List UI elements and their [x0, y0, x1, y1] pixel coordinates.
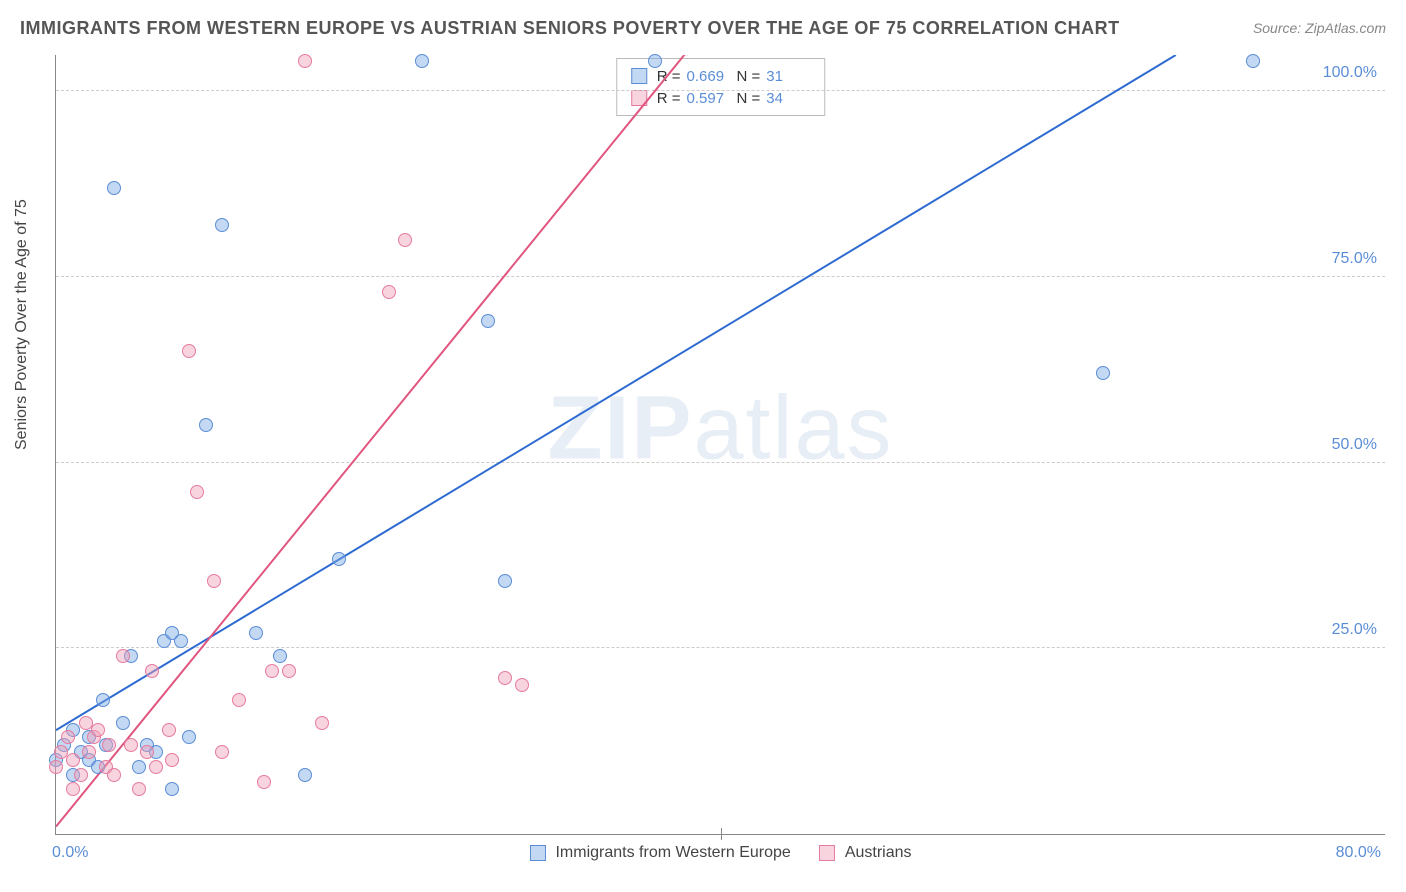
x-tick-max: 80.0%	[1336, 844, 1381, 862]
data-point	[215, 745, 229, 759]
r-value-blue: 0.669	[687, 68, 731, 85]
y-tick-label: 50.0%	[1332, 436, 1377, 454]
data-point	[481, 314, 495, 328]
gridline	[56, 462, 1385, 463]
n-value-pink: 34	[766, 90, 810, 107]
legend-label-blue: Immigrants from Western Europe	[555, 844, 790, 862]
y-tick-label: 25.0%	[1332, 621, 1377, 639]
x-tick-min: 0.0%	[52, 844, 88, 862]
data-point	[498, 574, 512, 588]
data-point	[116, 716, 130, 730]
data-point	[190, 485, 204, 499]
data-point	[232, 693, 246, 707]
data-point	[145, 664, 159, 678]
data-point	[61, 730, 75, 744]
swatch-pink-icon	[819, 845, 835, 861]
data-point	[96, 693, 110, 707]
data-point	[265, 664, 279, 678]
data-point	[102, 738, 116, 752]
swatch-blue-icon	[631, 68, 647, 84]
data-point	[49, 760, 63, 774]
data-point	[107, 181, 121, 195]
data-point	[165, 753, 179, 767]
r-value-pink: 0.597	[687, 90, 731, 107]
n-value-blue: 31	[766, 68, 810, 85]
data-point	[249, 626, 263, 640]
chart-container: IMMIGRANTS FROM WESTERN EUROPE VS AUSTRI…	[0, 0, 1406, 892]
data-point	[149, 760, 163, 774]
gridline	[56, 276, 1385, 277]
data-point	[315, 716, 329, 730]
swatch-pink-icon	[631, 90, 647, 106]
plot-area: ZIPatlas R = 0.669 N = 31 R = 0.597 N = …	[55, 55, 1385, 835]
data-point	[382, 285, 396, 299]
y-axis-label: Seniors Poverty Over the Age of 75	[13, 199, 31, 450]
data-point	[282, 664, 296, 678]
data-point	[74, 768, 88, 782]
legend-item-pink: Austrians	[819, 844, 912, 862]
data-point	[140, 745, 154, 759]
data-point	[298, 54, 312, 68]
data-point	[91, 723, 105, 737]
chart-title: IMMIGRANTS FROM WESTERN EUROPE VS AUSTRI…	[20, 18, 1120, 39]
data-point	[107, 768, 121, 782]
legend-correlation: R = 0.669 N = 31 R = 0.597 N = 34	[616, 58, 826, 116]
data-point	[498, 671, 512, 685]
swatch-blue-icon	[529, 845, 545, 861]
legend-label-pink: Austrians	[845, 844, 912, 862]
data-point	[165, 782, 179, 796]
data-point	[415, 54, 429, 68]
data-point	[182, 730, 196, 744]
source-label: Source: ZipAtlas.com	[1253, 20, 1386, 36]
gridline	[56, 90, 1385, 91]
regression-lines	[56, 55, 1385, 834]
data-point	[298, 768, 312, 782]
watermark: ZIPatlas	[547, 377, 893, 480]
y-tick-label: 75.0%	[1332, 250, 1377, 268]
data-point	[1096, 366, 1110, 380]
data-point	[66, 782, 80, 796]
data-point	[257, 775, 271, 789]
data-point	[273, 649, 287, 663]
gridline	[56, 647, 1385, 648]
data-point	[124, 738, 138, 752]
data-point	[66, 753, 80, 767]
legend-row-blue: R = 0.669 N = 31	[631, 65, 811, 87]
data-point	[132, 760, 146, 774]
y-tick-label: 100.0%	[1323, 64, 1377, 82]
data-point	[332, 552, 346, 566]
data-point	[132, 782, 146, 796]
data-point	[515, 678, 529, 692]
x-minor-tick	[721, 828, 722, 840]
legend-item-blue: Immigrants from Western Europe	[529, 844, 790, 862]
data-point	[398, 233, 412, 247]
data-point	[116, 649, 130, 663]
data-point	[199, 418, 213, 432]
legend-series: Immigrants from Western Europe Austrians	[529, 844, 911, 862]
data-point	[182, 344, 196, 358]
data-point	[215, 218, 229, 232]
data-point	[82, 745, 96, 759]
data-point	[648, 54, 662, 68]
data-point	[162, 723, 176, 737]
data-point	[1246, 54, 1260, 68]
data-point	[174, 634, 188, 648]
data-point	[207, 574, 221, 588]
